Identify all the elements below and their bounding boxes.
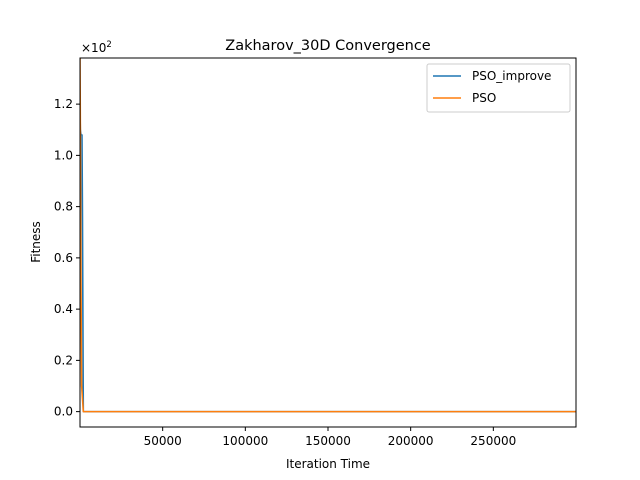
y-tick-label: 1.0 (54, 148, 73, 162)
x-tick-label: 250000 (470, 434, 516, 448)
y-tick-label: 0.4 (54, 302, 73, 316)
y-axis-label: Fitness (29, 221, 43, 263)
y-axis-scale-exponent: 2 (106, 40, 111, 50)
y-axis-ticks: 0.0 0.2 0.4 0.6 0.8 1.0 1.2 (54, 97, 80, 419)
legend-label-pso: PSO (472, 91, 496, 105)
x-axis-ticks: 50000 100000 150000 200000 250000 (144, 427, 516, 448)
y-tick-label: 0.8 (54, 200, 73, 214)
y-axis-scale-base: ×10 (81, 41, 106, 55)
y-tick-label: 1.2 (54, 97, 73, 111)
chart-title: Zakharov_30D Convergence (225, 38, 431, 54)
legend-label-pso-improve: PSO_improve (472, 69, 551, 83)
x-tick-label: 100000 (222, 434, 268, 448)
legend-box (426, 63, 571, 113)
x-axis-label: Iteration Time (286, 457, 370, 471)
x-tick-label: 200000 (388, 434, 434, 448)
legend: PSO_improve PSO (426, 63, 571, 113)
y-tick-label: 0.2 (54, 353, 73, 367)
x-tick-label: 50000 (144, 434, 182, 448)
y-tick-label: 0.0 (54, 405, 73, 419)
x-tick-label: 150000 (305, 434, 351, 448)
y-tick-label: 0.6 (54, 251, 73, 265)
y-axis-scale-label: ×102 (81, 40, 112, 55)
